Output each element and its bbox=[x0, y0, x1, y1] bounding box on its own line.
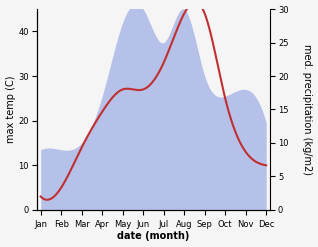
Y-axis label: med. precipitation (kg/m2): med. precipitation (kg/m2) bbox=[302, 44, 313, 175]
X-axis label: date (month): date (month) bbox=[117, 231, 190, 242]
Y-axis label: max temp (C): max temp (C) bbox=[5, 76, 16, 143]
